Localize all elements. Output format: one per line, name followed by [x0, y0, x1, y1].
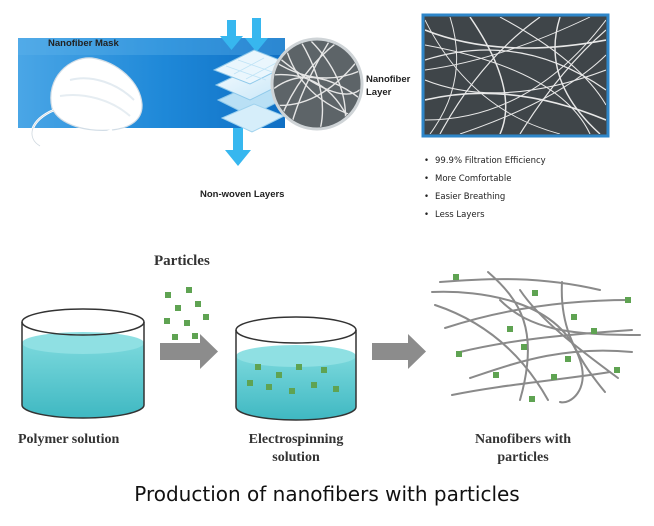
nanofiber-closeup-icon	[270, 37, 364, 131]
benefit-item: 99.9% Filtration Efficiency	[424, 152, 546, 170]
suspended-particles	[247, 364, 339, 394]
layer-label-line2: Layer	[366, 87, 392, 98]
particles-label: Particles	[154, 253, 210, 269]
nonwoven-label: Non-woven Layers	[200, 189, 285, 200]
nanofibers-with-particles	[431, 271, 641, 404]
benefit-item: Easier Breathing	[424, 188, 546, 206]
benefit-item: Less Layers	[424, 206, 546, 224]
layer-label-line1: Nanofiber	[366, 74, 411, 85]
step2-label-line2: solution	[272, 450, 320, 465]
step2-label-line1: Electrospinning	[248, 432, 344, 447]
step1-label: Polymer solution	[18, 432, 120, 447]
mask-label: Nanofiber Mask	[48, 38, 119, 49]
figure-caption: Production of nanofibers with particles	[134, 482, 520, 506]
step3-label-line2: particles	[497, 450, 549, 465]
dish-icon	[21, 308, 145, 419]
sem-micrograph	[421, 13, 610, 138]
step3-label-line1: Nanofibers with	[474, 432, 572, 447]
right-arrow-icon	[160, 334, 218, 369]
benefit-item: More Comfortable	[424, 170, 546, 188]
particles-cluster	[164, 287, 209, 340]
down-arrow-icon	[220, 18, 268, 166]
mask-icon	[30, 57, 143, 149]
right-arrow-icon	[372, 334, 426, 369]
benefits-list: 99.9% Filtration Efficiency More Comfort…	[424, 152, 546, 224]
dish-icon	[235, 316, 357, 421]
